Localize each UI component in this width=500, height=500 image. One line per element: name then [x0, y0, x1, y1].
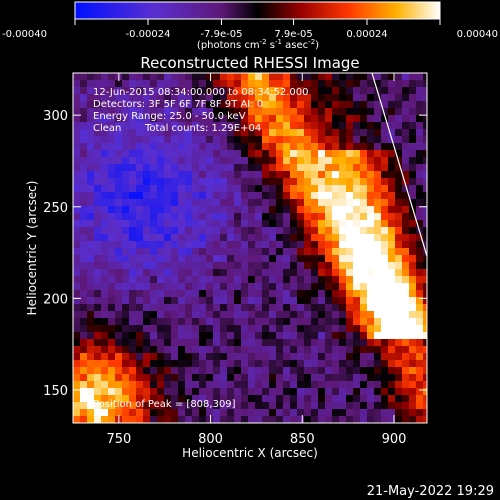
colorbar: [74, 1, 441, 20]
colorbar-tick-label: -0.00040: [2, 29, 47, 40]
solar-limb-line: [371, 72, 428, 257]
colorbar-tick-label: 0.00024: [346, 29, 387, 40]
annotations: 12-Jun-2015 08:34:00.000 to 08:34:52.000…: [93, 87, 309, 410]
annotation-peak: Position of Peak = [808,309]: [93, 399, 236, 410]
colorbar-tick-label: -7.9e-05: [200, 29, 242, 40]
annotation-time: 12-Jun-2015 08:34:00.000 to 08:34:52.000: [93, 87, 309, 98]
y-tick-label: 200: [43, 292, 68, 307]
footer-timestamp: 21-May-2022 19:29: [367, 484, 494, 499]
colorbar-tick-label: 0.00040: [457, 29, 498, 40]
annotation-energy: Energy Range: 25.0 - 50.0 keV: [93, 111, 246, 122]
colorbar-tick-label: -0.00024: [126, 29, 171, 40]
y-tick-label: 300: [43, 109, 68, 124]
x-tick-label: 850: [290, 432, 315, 447]
x-tick-label: 900: [382, 432, 407, 447]
annotation-counts: Total counts: 1.29E+04: [144, 123, 261, 134]
chart-title: Reconstructed RHESSI Image: [140, 54, 359, 72]
annotation-detectors: Detectors: 3F 5F 6F 7F 8F 9T AI: 0: [93, 99, 263, 110]
x-tick-label: 800: [198, 432, 223, 447]
colorbar-ticks: -0.00040 -0.00024 -7.9e-05 7.9e-05 0.00024 0.…: [2, 19, 498, 40]
y-tick-label: 250: [43, 201, 68, 216]
x-axis-ticks: 750 800 850 900: [106, 73, 406, 447]
colorbar-unit-label: (photons cm-2 s-1 asec-2): [197, 38, 319, 51]
annotation-clean: Clean: [93, 123, 121, 134]
colorbar-tick-label: 7.9e-05: [274, 29, 312, 40]
y-axis-label: Heliocentric Y (arcsec): [25, 181, 39, 316]
plot-frame: [72, 72, 428, 424]
y-tick-label: 150: [43, 384, 68, 399]
x-tick-label: 750: [106, 432, 131, 447]
y-axis-ticks: 150 200 250 300: [43, 109, 427, 399]
x-axis-label: Heliocentric X (arcsec): [182, 446, 318, 460]
heatmap-cells: [73, 73, 427, 423]
